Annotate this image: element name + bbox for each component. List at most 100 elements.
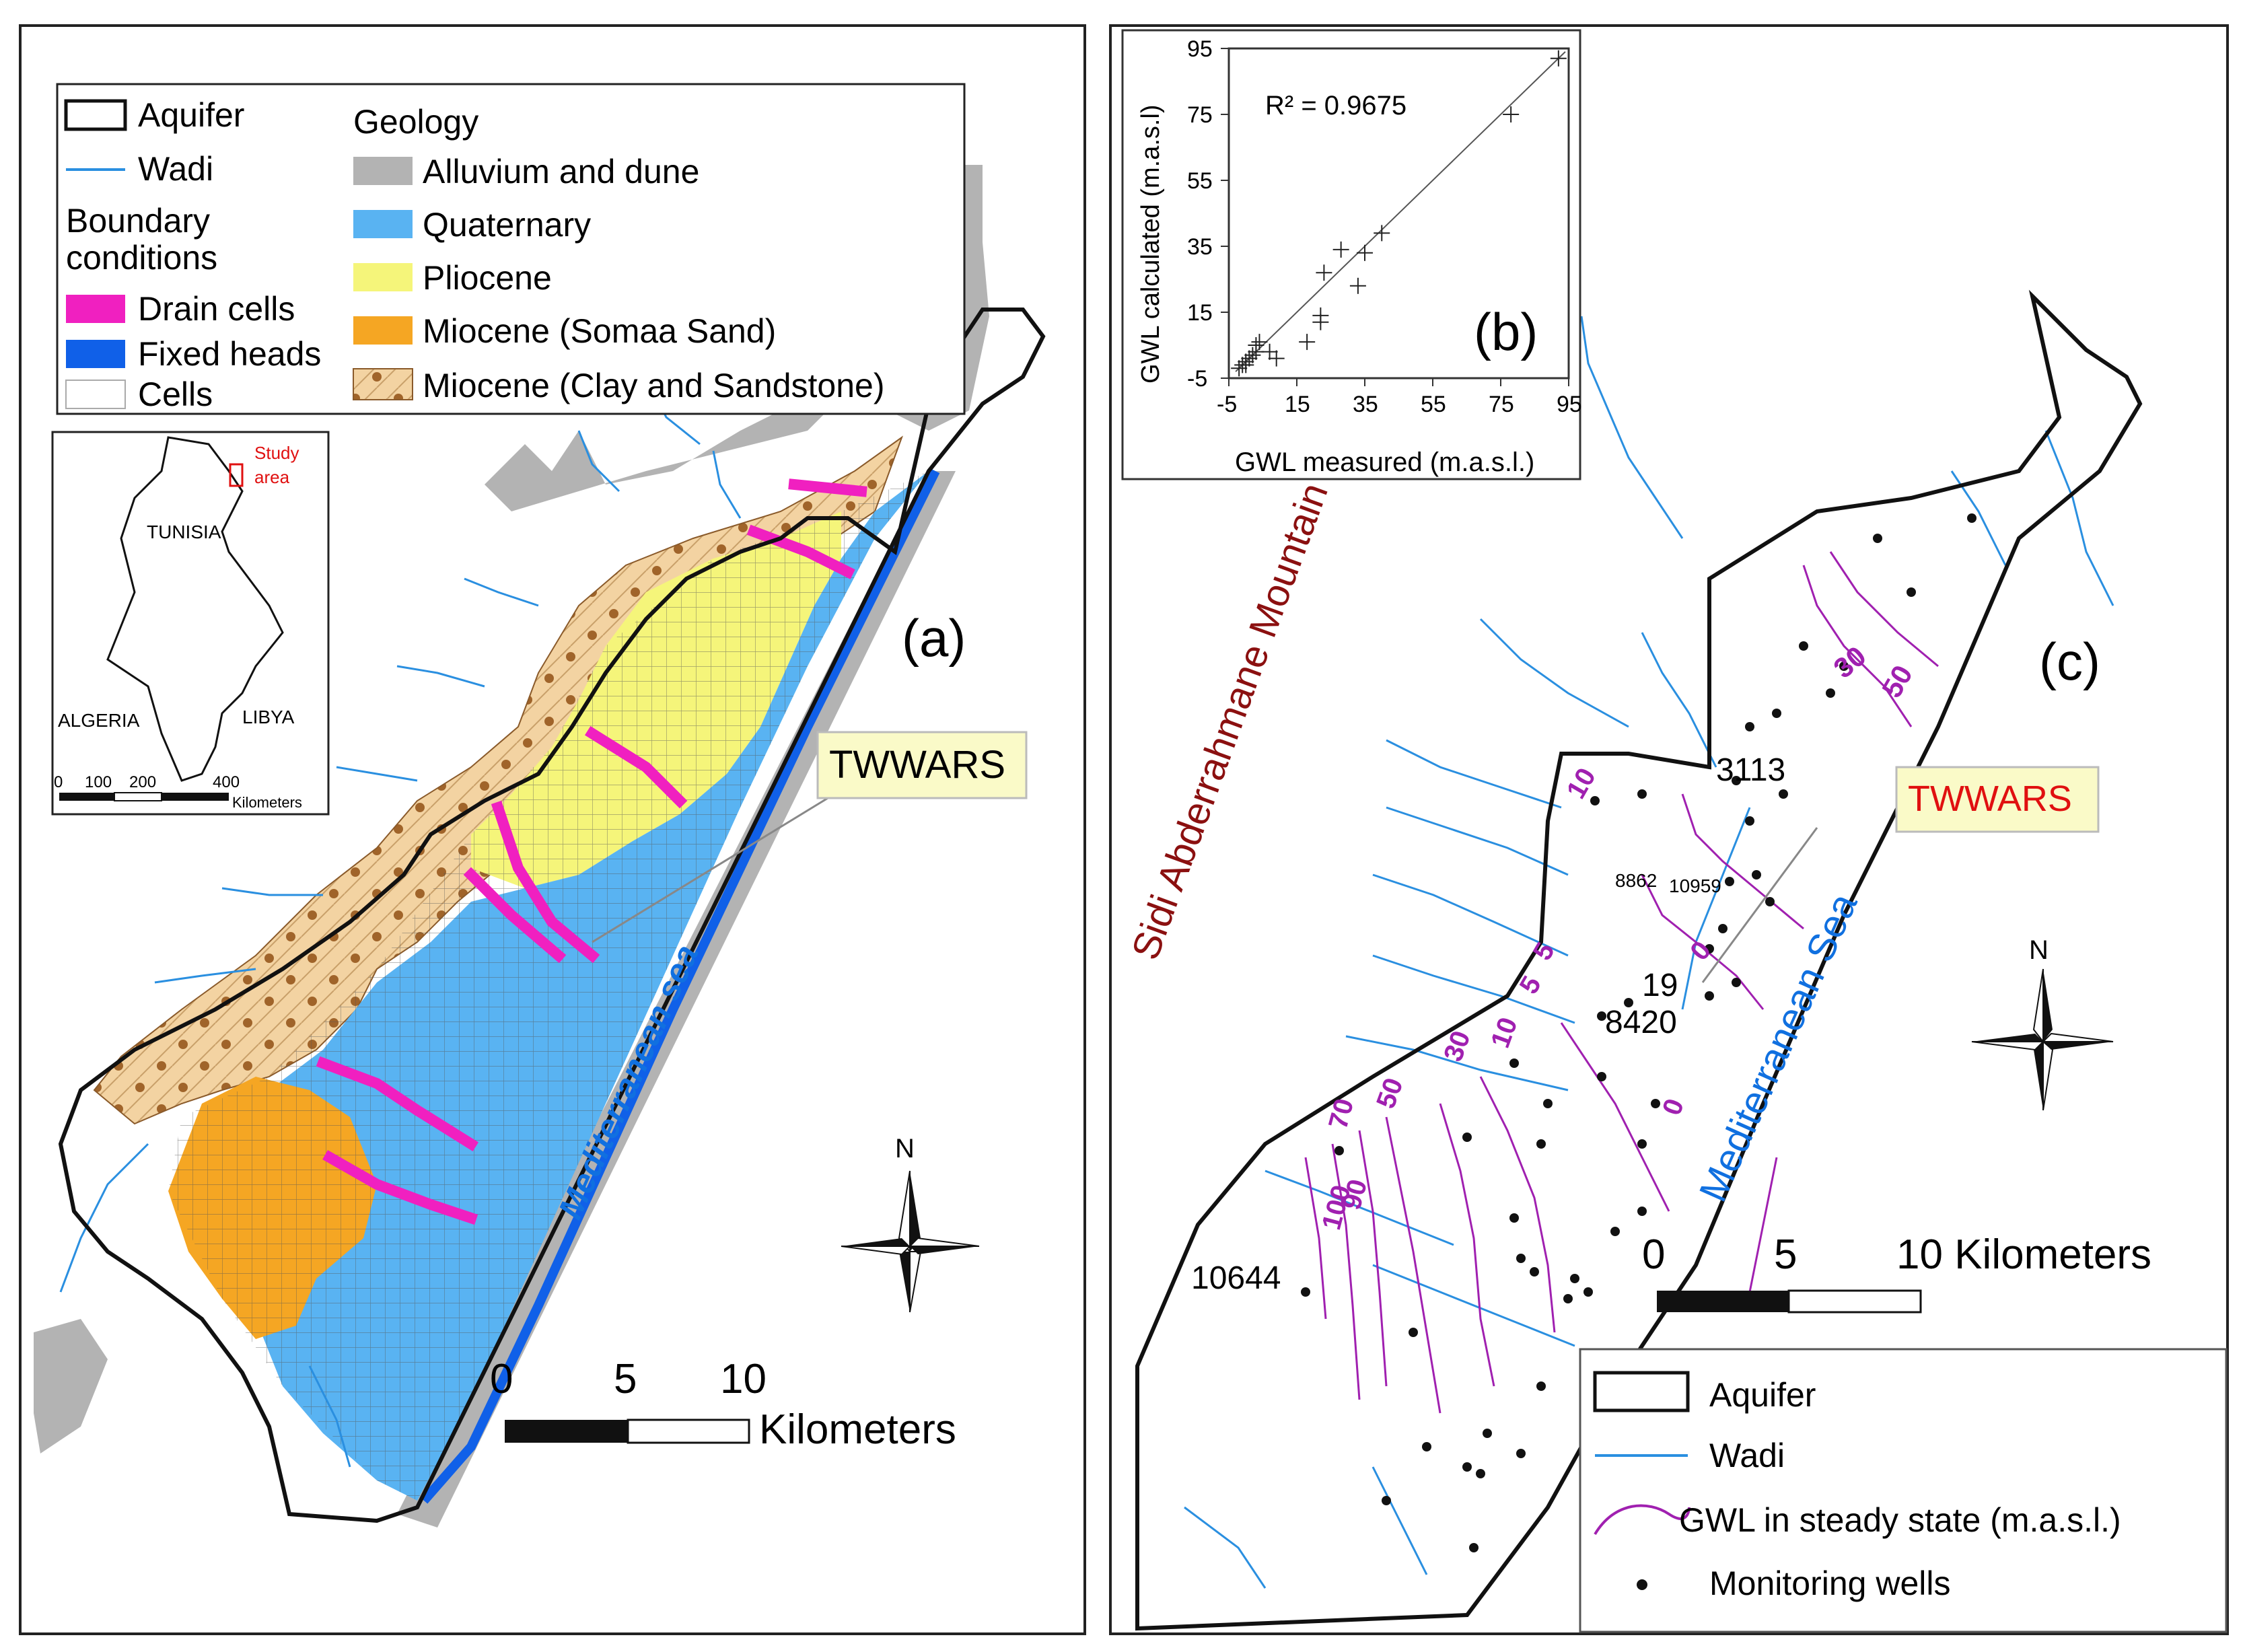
wadi-network-c [1184, 316, 2114, 1589]
legend-aquifer-swatch [64, 99, 127, 131]
aquifer-outline-c [1135, 289, 2143, 1631]
panel-b: -5 15 35 55 75 95 -5 15 35 55 75 95 R² = 0.9675 (b)… [1121, 29, 1582, 480]
legend-aquifer-label: Aquifer [138, 96, 244, 134]
scatter-point [1251, 334, 1268, 351]
legend-pliocene-swatch [353, 263, 413, 291]
inset-study-label-1: Study [254, 443, 299, 463]
inset-tunisia-label: TUNISIA [147, 522, 221, 542]
legend-quaternary-label: Quaternary [423, 206, 591, 244]
scatter-y-label: GWL calculated (m.a.s.l) [1137, 104, 1165, 384]
legend-c-wells-swatch [1637, 1579, 1647, 1590]
scatter-point [1357, 244, 1373, 261]
scale-bar-c: 0 5 10 Kilometers [1642, 1231, 2151, 1314]
scale-a-5: 5 [614, 1356, 637, 1402]
aquifer-outline-a [58, 308, 1046, 1523]
panel-c: 3113 8862 10959 19 8420 10644 30 50 10 0… [1109, 24, 2229, 1635]
scatter-point [1261, 343, 1278, 360]
panel-a: Aquifer Wadi Boundary conditions Drain c… [19, 24, 1086, 1635]
north-arrow-a-label: N [895, 1134, 915, 1163]
x-tick-label: 75 [1489, 392, 1514, 417]
legend-c-wells-label: Monitoring wells [1709, 1565, 1950, 1602]
north-arrow-a: N [841, 1134, 980, 1313]
well-id-labels: 3113 8862 10959 19 8420 10644 [1191, 752, 1785, 1296]
scale-c-0: 0 [1642, 1231, 1665, 1278]
legend-c-gwl-swatch [1594, 1504, 1690, 1536]
scale-c-5: 5 [1774, 1231, 1797, 1278]
legend-fixed-swatch [66, 340, 125, 368]
panel-c-label: (c) [2039, 632, 2100, 691]
scatter-point [1231, 360, 1248, 377]
legend-c-gwl-label: GWL in steady state (m.a.s.l.) [1679, 1501, 2121, 1539]
y-tick-label: 15 [1187, 300, 1213, 326]
scatter-point [1332, 241, 1349, 258]
twwars-callout-c: TWWARS [1701, 766, 2100, 983]
y-tick-label: -5 [1187, 366, 1207, 392]
algeria-border [106, 437, 169, 687]
legend-wadi-label: Wadi [138, 150, 213, 188]
scatter-axis-ticks: -5 15 35 55 75 95 -5 15 35 55 75 95 [1187, 36, 1582, 417]
legend-miocene-clay-label: Miocene (Clay and Sandstone) [423, 367, 885, 404]
scatter-point [1349, 277, 1366, 294]
inset-scalebar-black [59, 793, 114, 801]
scatter-point [1550, 50, 1567, 67]
y-tick-label: 75 [1187, 102, 1213, 128]
fit-line [1235, 51, 1566, 372]
well-8862: 8862 [1615, 870, 1657, 891]
legend-alluvium-label: Alluvium and dune [423, 153, 699, 190]
scale-c-10: 10 Kilometers [1896, 1231, 2151, 1278]
inset-scalebar-white [114, 792, 162, 801]
x-tick-label: -5 [1217, 392, 1237, 417]
legend-boundary-heading: Boundary [66, 202, 210, 240]
x-tick-label: 95 [1557, 392, 1582, 417]
map-legend-c: Aquifer Wadi GWL in steady state (m.a.s.… [1579, 1348, 2228, 1633]
gwl-contours [1304, 551, 1939, 1414]
geology-map [34, 165, 1046, 1528]
inset-scale-100: 100 [85, 773, 112, 791]
panel-a-label: (a) [902, 608, 966, 668]
map-legend-a: Aquifer Wadi Boundary conditions Drain c… [56, 83, 966, 415]
well-3113: 3113 [1716, 752, 1785, 788]
legend-c-aquifer-swatch [1593, 1371, 1690, 1412]
scatter-point [1241, 350, 1258, 367]
scatter-fit-line [1235, 51, 1566, 372]
legend-geology-title: Geology [353, 103, 478, 141]
legend-c-aquifer-label: Aquifer [1709, 1376, 1816, 1414]
scatter-point [1268, 350, 1285, 367]
x-tick-label: 15 [1285, 392, 1310, 417]
legend-quaternary-swatch [353, 210, 413, 238]
scatter-point [1316, 264, 1332, 281]
north-arrow-c-label: N [2029, 935, 2049, 965]
legend-cells-label: Cells [138, 375, 213, 413]
legend-miocene-sand-swatch [353, 316, 413, 345]
monitoring-wells [1301, 513, 1977, 1552]
inset-algeria-label: ALGERIA [58, 710, 140, 731]
inset-scale-0: 0 [54, 773, 63, 791]
legend-drain-swatch [66, 295, 125, 323]
location-inset: Study area TUNISIA ALGERIA LIBYA 0 100 2… [51, 431, 330, 816]
north-arrow-c: N [1971, 935, 2114, 1111]
inset-libya-label: LIBYA [242, 707, 295, 727]
scale-bar-a: 0 5 10 Kilometers [490, 1356, 956, 1453]
r2-annotation: R² = 0.9675 [1265, 91, 1407, 120]
y-tick-label: 95 [1187, 36, 1213, 62]
scatter-x-label: GWL measured (m.a.s.l.) [1235, 447, 1534, 477]
scale-a-0: 0 [490, 1356, 513, 1402]
panel-b-label: (b) [1474, 302, 1538, 361]
legend-fixed-label: Fixed heads [138, 335, 321, 373]
inset-study-label-2: area [254, 467, 290, 487]
twwars-label-a: TWWARS [829, 743, 1005, 787]
fixed-heads-boundary [420, 468, 940, 1504]
well-10959: 10959 [1669, 875, 1721, 896]
scatter-point [1238, 353, 1254, 370]
study-area-marker [229, 463, 244, 487]
drain-cells [316, 478, 867, 1225]
twwars-callout-a: TWWARS [592, 731, 1028, 943]
legend-c-wadi-label: Wadi [1709, 1437, 1785, 1474]
inset-scale-400: 400 [213, 773, 240, 791]
alluvium-area-sw [34, 1319, 108, 1453]
scatter-point [1503, 106, 1520, 122]
wadi-network-a [59, 376, 742, 1468]
scatter-points [1231, 50, 1567, 377]
x-tick-label: 35 [1353, 392, 1378, 417]
